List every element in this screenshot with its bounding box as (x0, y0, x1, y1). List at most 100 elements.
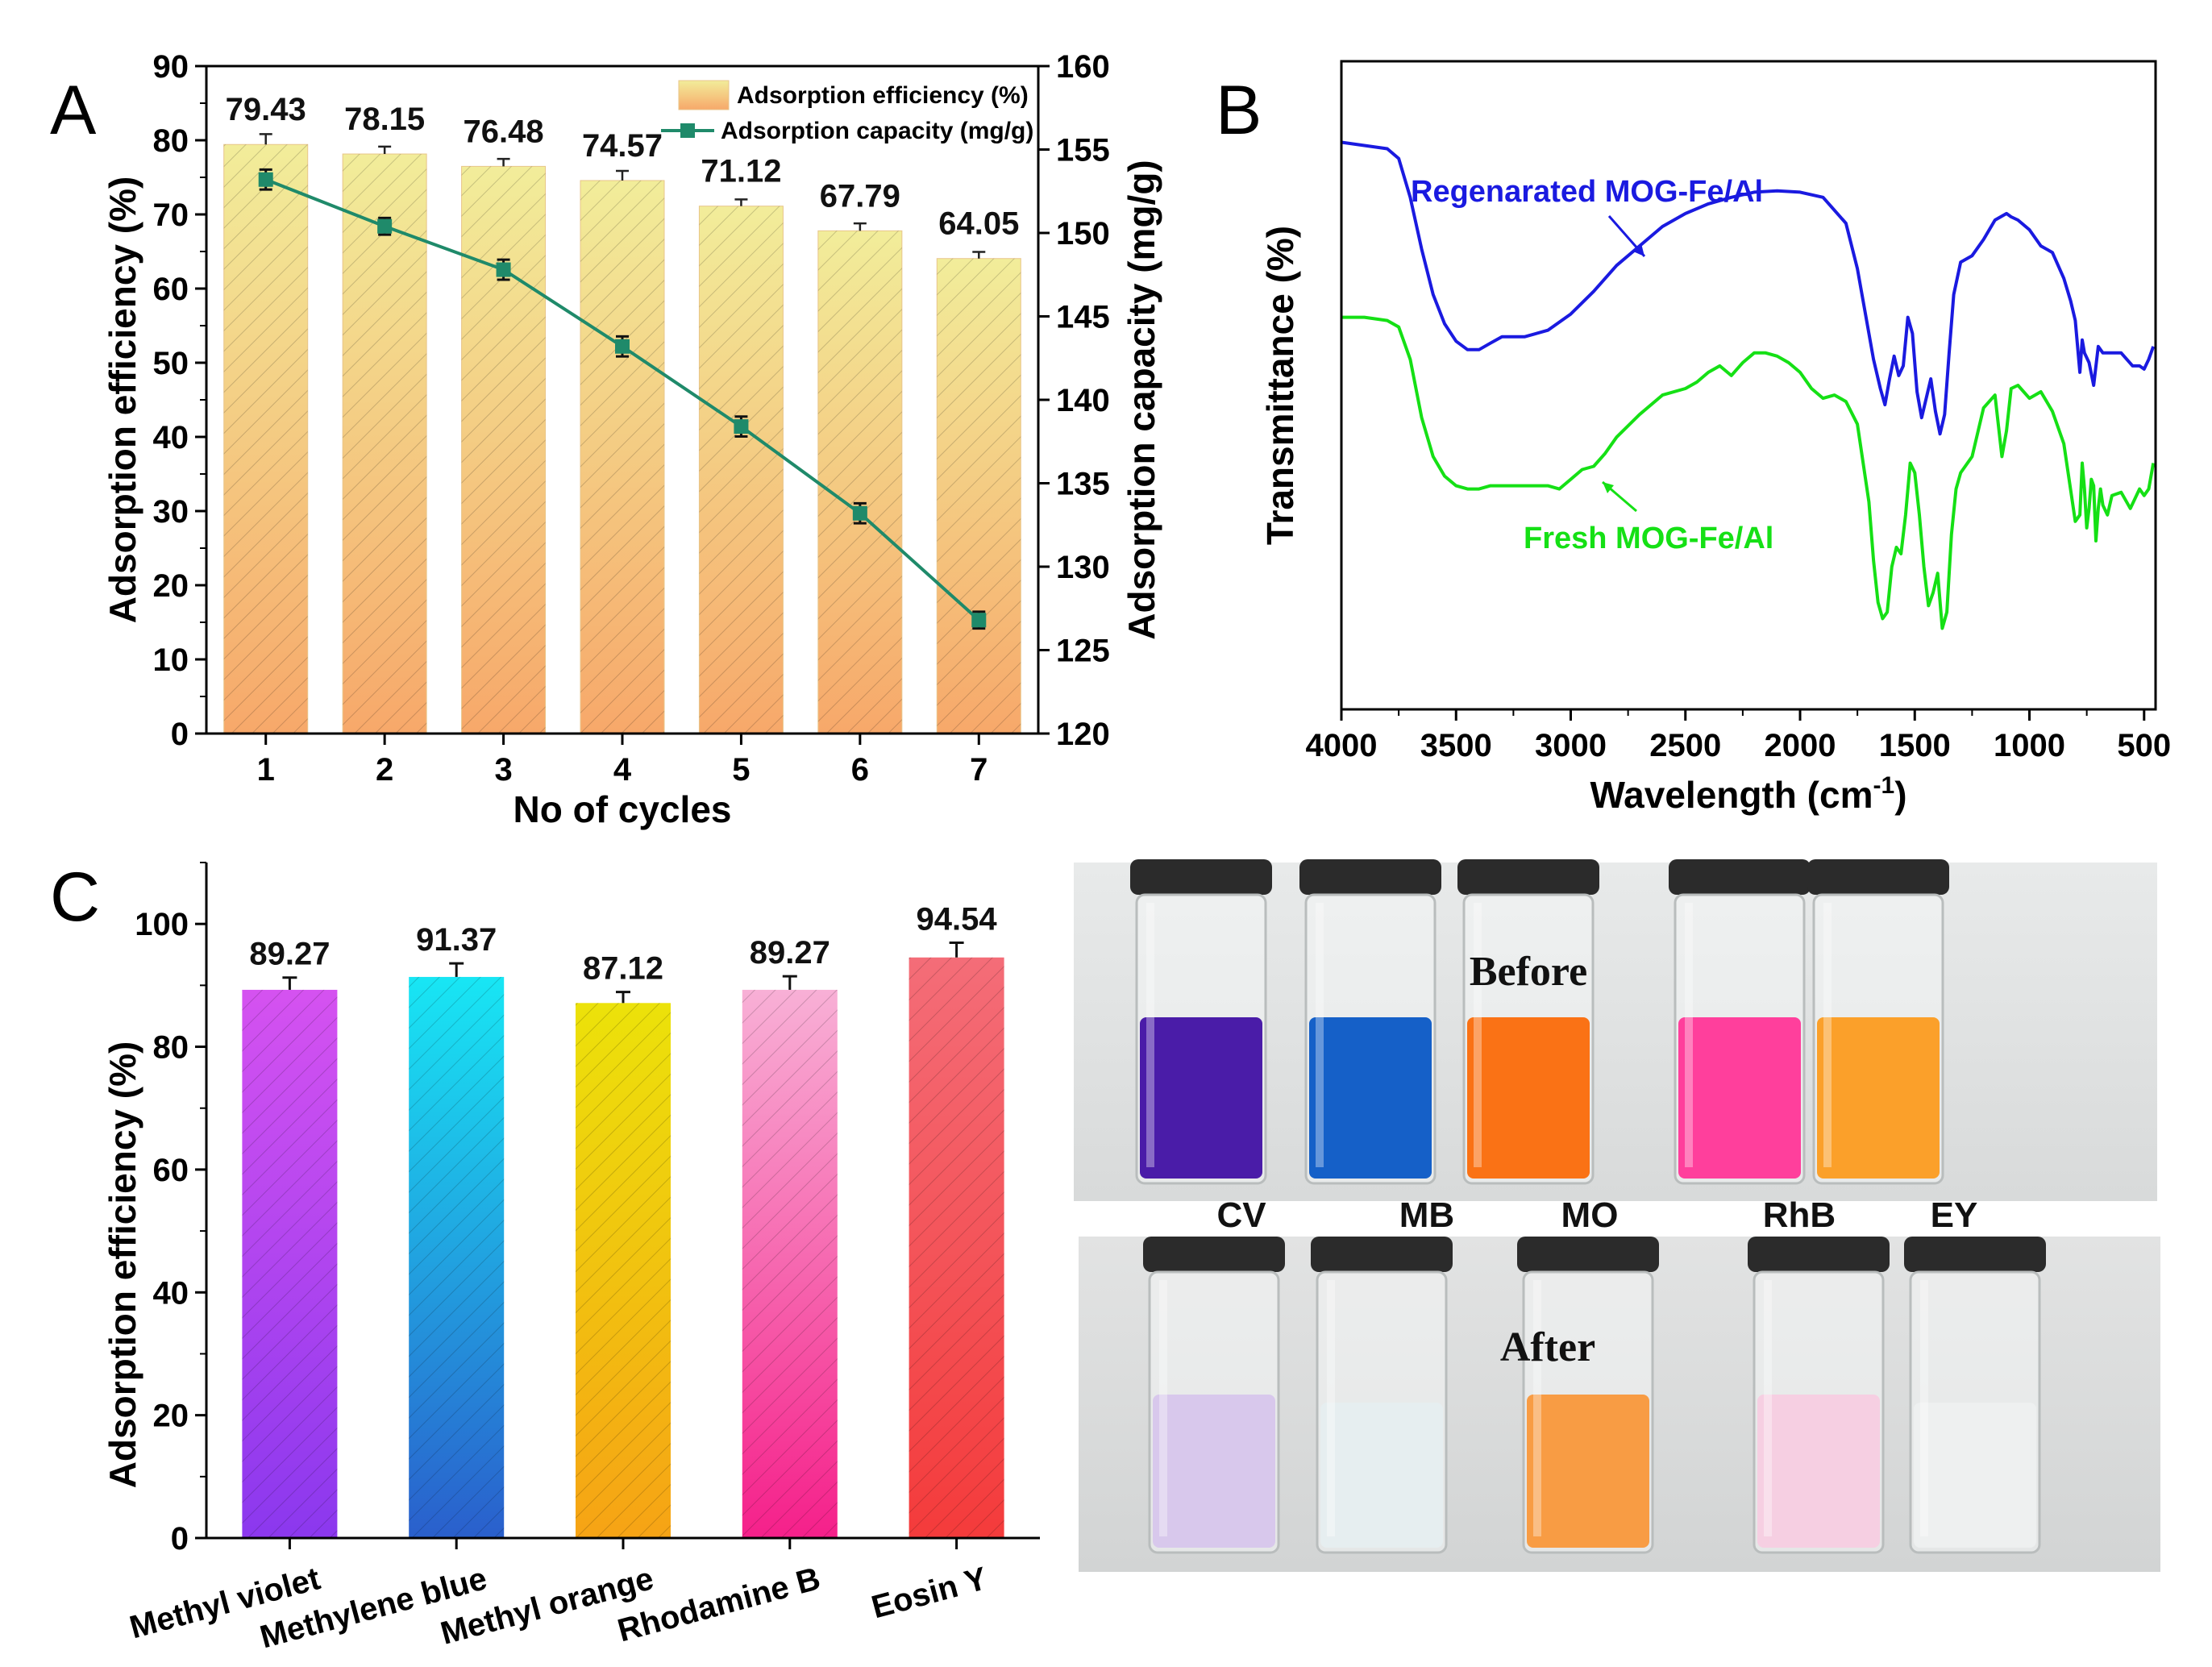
vial-label: RhB (1763, 1195, 1836, 1235)
vial-before-glint (1474, 903, 1482, 1167)
annotation-regenerated: Regenarated MOG-Fe/Al (1411, 175, 1763, 209)
chart-b: 4000 3500 3000 2500 2000 1500 1000 500 Wavelengt… (1259, 60, 2171, 816)
dye-efficiency-bar-hatch (576, 1003, 671, 1538)
left-tick-label: 30 (153, 494, 189, 530)
y-axis-title: Adsorption efficiency (%) (102, 1041, 143, 1489)
y-tick-label: 0 (171, 1521, 189, 1557)
legend-label-capacity: Adsorption capacity (mg/g) (721, 118, 1033, 144)
vial-after-cap (1904, 1237, 2046, 1272)
y-tick-label: 20 (153, 1399, 189, 1434)
vial-label: MO (1561, 1195, 1619, 1235)
x-axis-title-main: Wavelength (cm (1590, 774, 1873, 816)
x-tick-label: 2000 (1765, 728, 1836, 763)
right-tick-label: 120 (1056, 717, 1110, 752)
left-tick-label: 20 (153, 568, 189, 604)
y-tick-label: 40 (153, 1275, 189, 1311)
vial-before-cap (1669, 859, 1811, 895)
legend-label-efficiency: Adsorption efficiency (%) (737, 82, 1029, 109)
plot-frame (1340, 60, 2157, 711)
dye-data-label: 89.27 (750, 935, 830, 971)
y-tick-label: 100 (135, 907, 189, 942)
efficiency-bar-hatch (580, 180, 664, 734)
right-tick-label: 145 (1056, 300, 1110, 335)
vial-photo: Before After CV MB MO RhB EY (1074, 859, 2160, 1572)
y-axis-title: Transmittance (%) (1259, 226, 1301, 545)
dye-efficiency-bar-hatch (742, 989, 838, 1538)
x-tick-label: 7 (970, 752, 988, 788)
vial-before-glint (1685, 903, 1693, 1167)
panel-label-a: A (50, 72, 97, 149)
vial-labels: CV MB MO RhB EY (1216, 1195, 1977, 1235)
left-tick-label: 50 (153, 346, 189, 381)
vial-after-glint (1159, 1280, 1167, 1536)
capacity-marker (496, 262, 511, 277)
annotation-fresh-arrowhead (1603, 482, 1614, 493)
x-tick-label: 1000 (1994, 728, 2065, 763)
efficiency-data-label: 74.57 (582, 128, 663, 164)
right-tick-label: 155 (1056, 133, 1110, 168)
dye-efficiency-bar-hatch (409, 976, 505, 1538)
regenerated-spectrum-line (1341, 140, 2156, 436)
fresh-spectrum-line (1341, 315, 2156, 630)
vial-after-cap (1143, 1237, 1285, 1272)
vial-before-liquid (1467, 1017, 1590, 1179)
vial-before-cap (1457, 859, 1599, 895)
vial-label: EY (1931, 1195, 1978, 1235)
efficiency-data-label: 79.43 (226, 92, 306, 127)
right-tick-label: 125 (1056, 634, 1110, 669)
x-tick-label: 1500 (1879, 728, 1951, 763)
vial-after-cap (1311, 1237, 1453, 1272)
left-tick-label: 90 (153, 49, 189, 85)
vial-label: MB (1399, 1195, 1454, 1235)
vial-before-liquid (1140, 1017, 1262, 1179)
vial-before-liquid (1817, 1017, 1940, 1179)
x-axis-title-close: ) (1894, 774, 1906, 816)
dye-efficiency-bar-hatch (908, 957, 1004, 1538)
vial-after-liquid (1527, 1395, 1649, 1548)
y-axis-title: Adsorption efficiency (%) (102, 177, 143, 624)
left-tick-label: 10 (153, 642, 189, 678)
x-axis-title-sup: -1 (1873, 772, 1895, 799)
capacity-marker (852, 505, 867, 521)
vial-before-glint (1823, 903, 1832, 1167)
x-tick-label: 2 (376, 752, 393, 788)
capacity-marker (971, 613, 987, 628)
vial-after-glint (1327, 1280, 1335, 1536)
vial-before-cap (1807, 859, 1949, 895)
x-tick-label: 4 (613, 752, 632, 788)
right-tick-label: 150 (1056, 216, 1110, 252)
vial-before-glint (1316, 903, 1324, 1167)
left-tick-label: 40 (153, 420, 189, 455)
before-label: Before (1470, 949, 1587, 995)
vial-before-glint (1146, 903, 1154, 1167)
vial-after-glint (1920, 1280, 1928, 1536)
vial-after-cap (1748, 1237, 1890, 1272)
vials-after (1143, 1237, 2046, 1554)
vial-label: CV (1216, 1195, 1266, 1235)
vials-before (1130, 859, 1949, 1185)
x-tick-label: 1 (257, 752, 275, 788)
efficiency-data-label: 64.05 (938, 206, 1019, 242)
efficiency-data-label: 67.79 (820, 178, 900, 214)
capacity-marker (258, 172, 273, 187)
y-tick-label: 60 (153, 1153, 189, 1188)
x-axis-title: No of cycles (514, 788, 732, 830)
x-tick-label: 6 (851, 752, 869, 788)
dye-data-label: 94.54 (917, 901, 998, 937)
legend-swatch-bar (678, 80, 730, 110)
vial-after-glint (1764, 1280, 1772, 1536)
x-tick-label: 2500 (1649, 728, 1721, 763)
efficiency-bar-hatch (461, 166, 546, 734)
vial-before-liquid (1309, 1017, 1432, 1179)
right-tick-label: 130 (1056, 550, 1110, 585)
y-tick-label: 80 (153, 1030, 189, 1066)
left-tick-label: 0 (171, 717, 189, 752)
vial-after-liquid (1320, 1403, 1443, 1548)
x-tick-label: 3000 (1535, 728, 1607, 763)
efficiency-data-label: 76.48 (464, 114, 544, 149)
efficiency-bar-hatch (817, 231, 902, 734)
right-tick-label: 140 (1056, 383, 1110, 418)
x-tick-label: Eosin Y (868, 1561, 992, 1625)
